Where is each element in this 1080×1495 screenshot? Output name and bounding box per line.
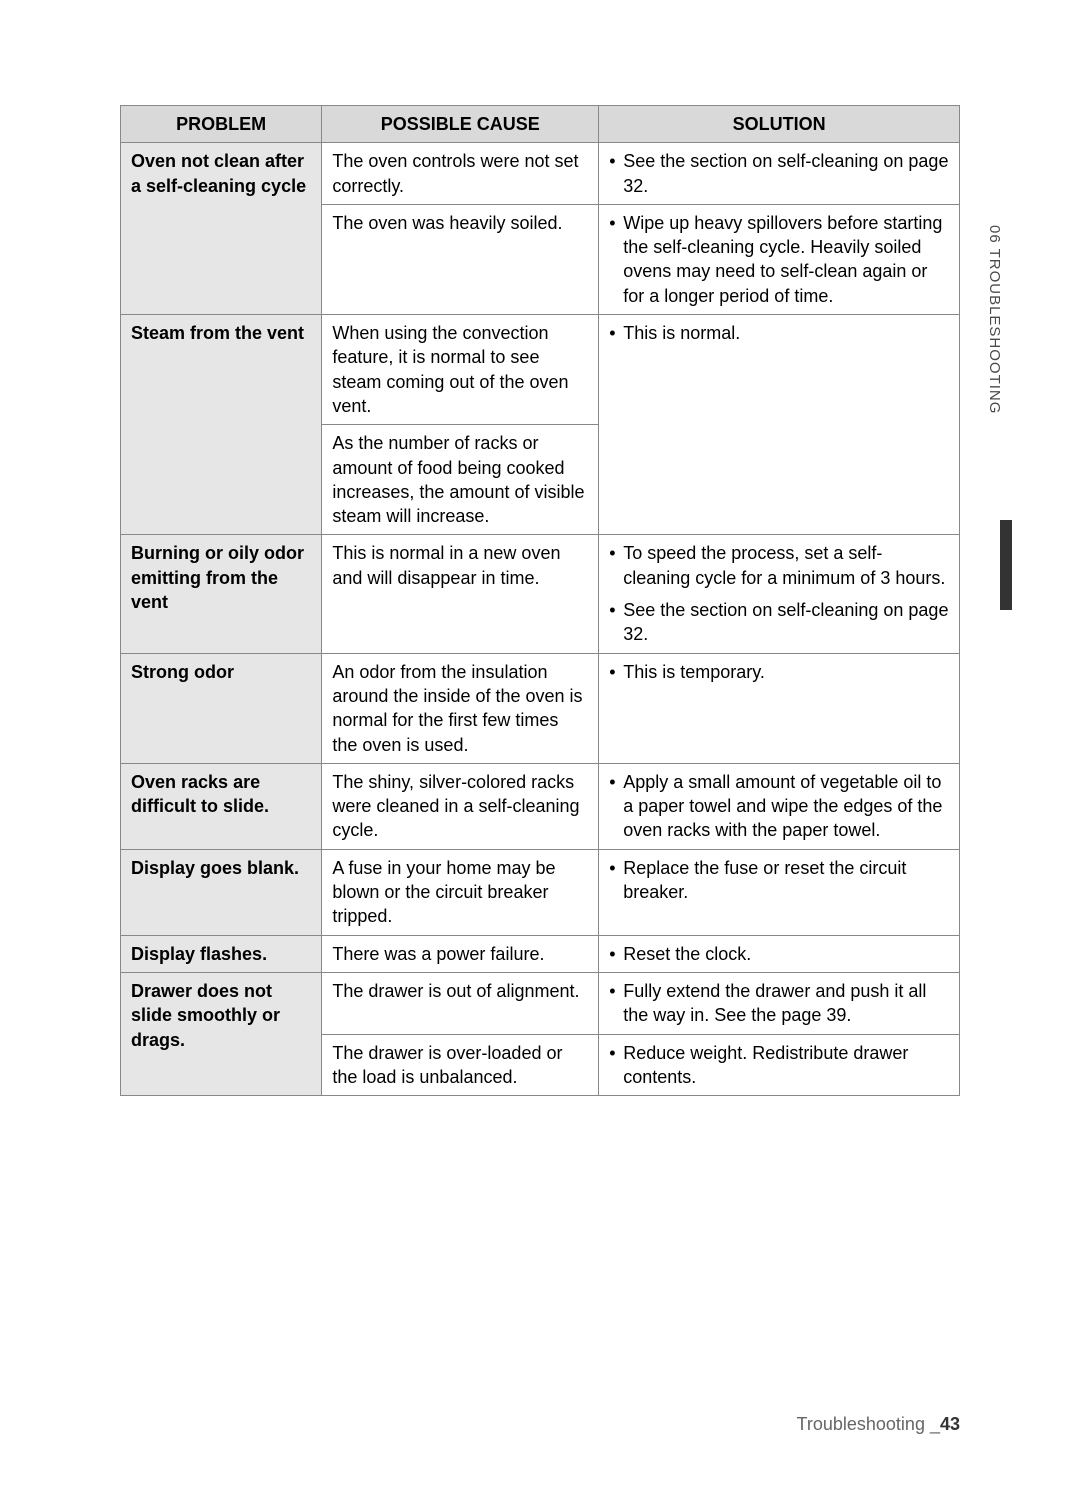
- problem-cell: Drawer does not slide smoothly or drags.: [121, 972, 322, 1095]
- cause-cell: When using the convection feature, it is…: [322, 315, 599, 425]
- table-row: Oven racks are difficult to slide.The sh…: [121, 763, 960, 849]
- cause-cell: This is normal in a new oven and will di…: [322, 535, 599, 653]
- page-number: 43: [940, 1414, 960, 1434]
- problem-cell: Display flashes.: [121, 935, 322, 972]
- footer-text: Troubleshooting _: [797, 1414, 940, 1434]
- solution-cell: •This is temporary.: [599, 653, 960, 763]
- problem-cell: Burning or oily odor emitting from the v…: [121, 535, 322, 653]
- problem-cell: Steam from the vent: [121, 315, 322, 535]
- solution-cell: •Reduce weight. Redistribute drawer cont…: [599, 1034, 960, 1096]
- table-row: Display goes blank.A fuse in your home m…: [121, 849, 960, 935]
- solution-cell: •Fully extend the drawer and push it all…: [599, 972, 960, 1034]
- problem-cell: Display goes blank.: [121, 849, 322, 935]
- solution-cell: •Replace the fuse or reset the circuit b…: [599, 849, 960, 935]
- header-problem: PROBLEM: [121, 106, 322, 143]
- cause-cell: The drawer is over-loaded or the load is…: [322, 1034, 599, 1096]
- cause-cell: The oven controls were not set correctly…: [322, 143, 599, 205]
- table-body: Oven not clean after a self-cleaning cyc…: [121, 143, 960, 1096]
- solution-cell: •This is normal.: [599, 315, 960, 535]
- cause-cell: There was a power failure.: [322, 935, 599, 972]
- cause-cell: An odor from the insulation around the i…: [322, 653, 599, 763]
- cause-cell: The oven was heavily soiled.: [322, 204, 599, 314]
- solution-cell: •Wipe up heavy spillovers before startin…: [599, 204, 960, 314]
- solution-cell: •To speed the process, set a self-cleani…: [599, 535, 960, 653]
- troubleshooting-table: PROBLEM POSSIBLE CAUSE SOLUTION Oven not…: [120, 105, 960, 1096]
- table-row: Oven not clean after a self-cleaning cyc…: [121, 143, 960, 205]
- table-row: Display flashes.There was a power failur…: [121, 935, 960, 972]
- header-solution: SOLUTION: [599, 106, 960, 143]
- cause-cell: A fuse in your home may be blown or the …: [322, 849, 599, 935]
- problem-cell: Strong odor: [121, 653, 322, 763]
- problem-cell: Oven not clean after a self-cleaning cyc…: [121, 143, 322, 315]
- side-indicator-bar: [1000, 520, 1012, 610]
- solution-cell: •See the section on self-cleaning on pag…: [599, 143, 960, 205]
- page-footer: Troubleshooting _43: [797, 1414, 960, 1435]
- solution-cell: •Apply a small amount of vegetable oil t…: [599, 763, 960, 849]
- cause-cell: The drawer is out of alignment.: [322, 972, 599, 1034]
- cause-cell: As the number of racks or amount of food…: [322, 425, 599, 535]
- cause-cell: The shiny, silver-colored racks were cle…: [322, 763, 599, 849]
- table-row: Drawer does not slide smoothly or drags.…: [121, 972, 960, 1034]
- table-row: Strong odorAn odor from the insulation a…: [121, 653, 960, 763]
- table-row: Steam from the ventWhen using the convec…: [121, 315, 960, 425]
- section-label: 06 TROUBLESHOOTING: [986, 225, 1003, 414]
- table-row: Burning or oily odor emitting from the v…: [121, 535, 960, 653]
- solution-cell: •Reset the clock.: [599, 935, 960, 972]
- header-cause: POSSIBLE CAUSE: [322, 106, 599, 143]
- problem-cell: Oven racks are difficult to slide.: [121, 763, 322, 849]
